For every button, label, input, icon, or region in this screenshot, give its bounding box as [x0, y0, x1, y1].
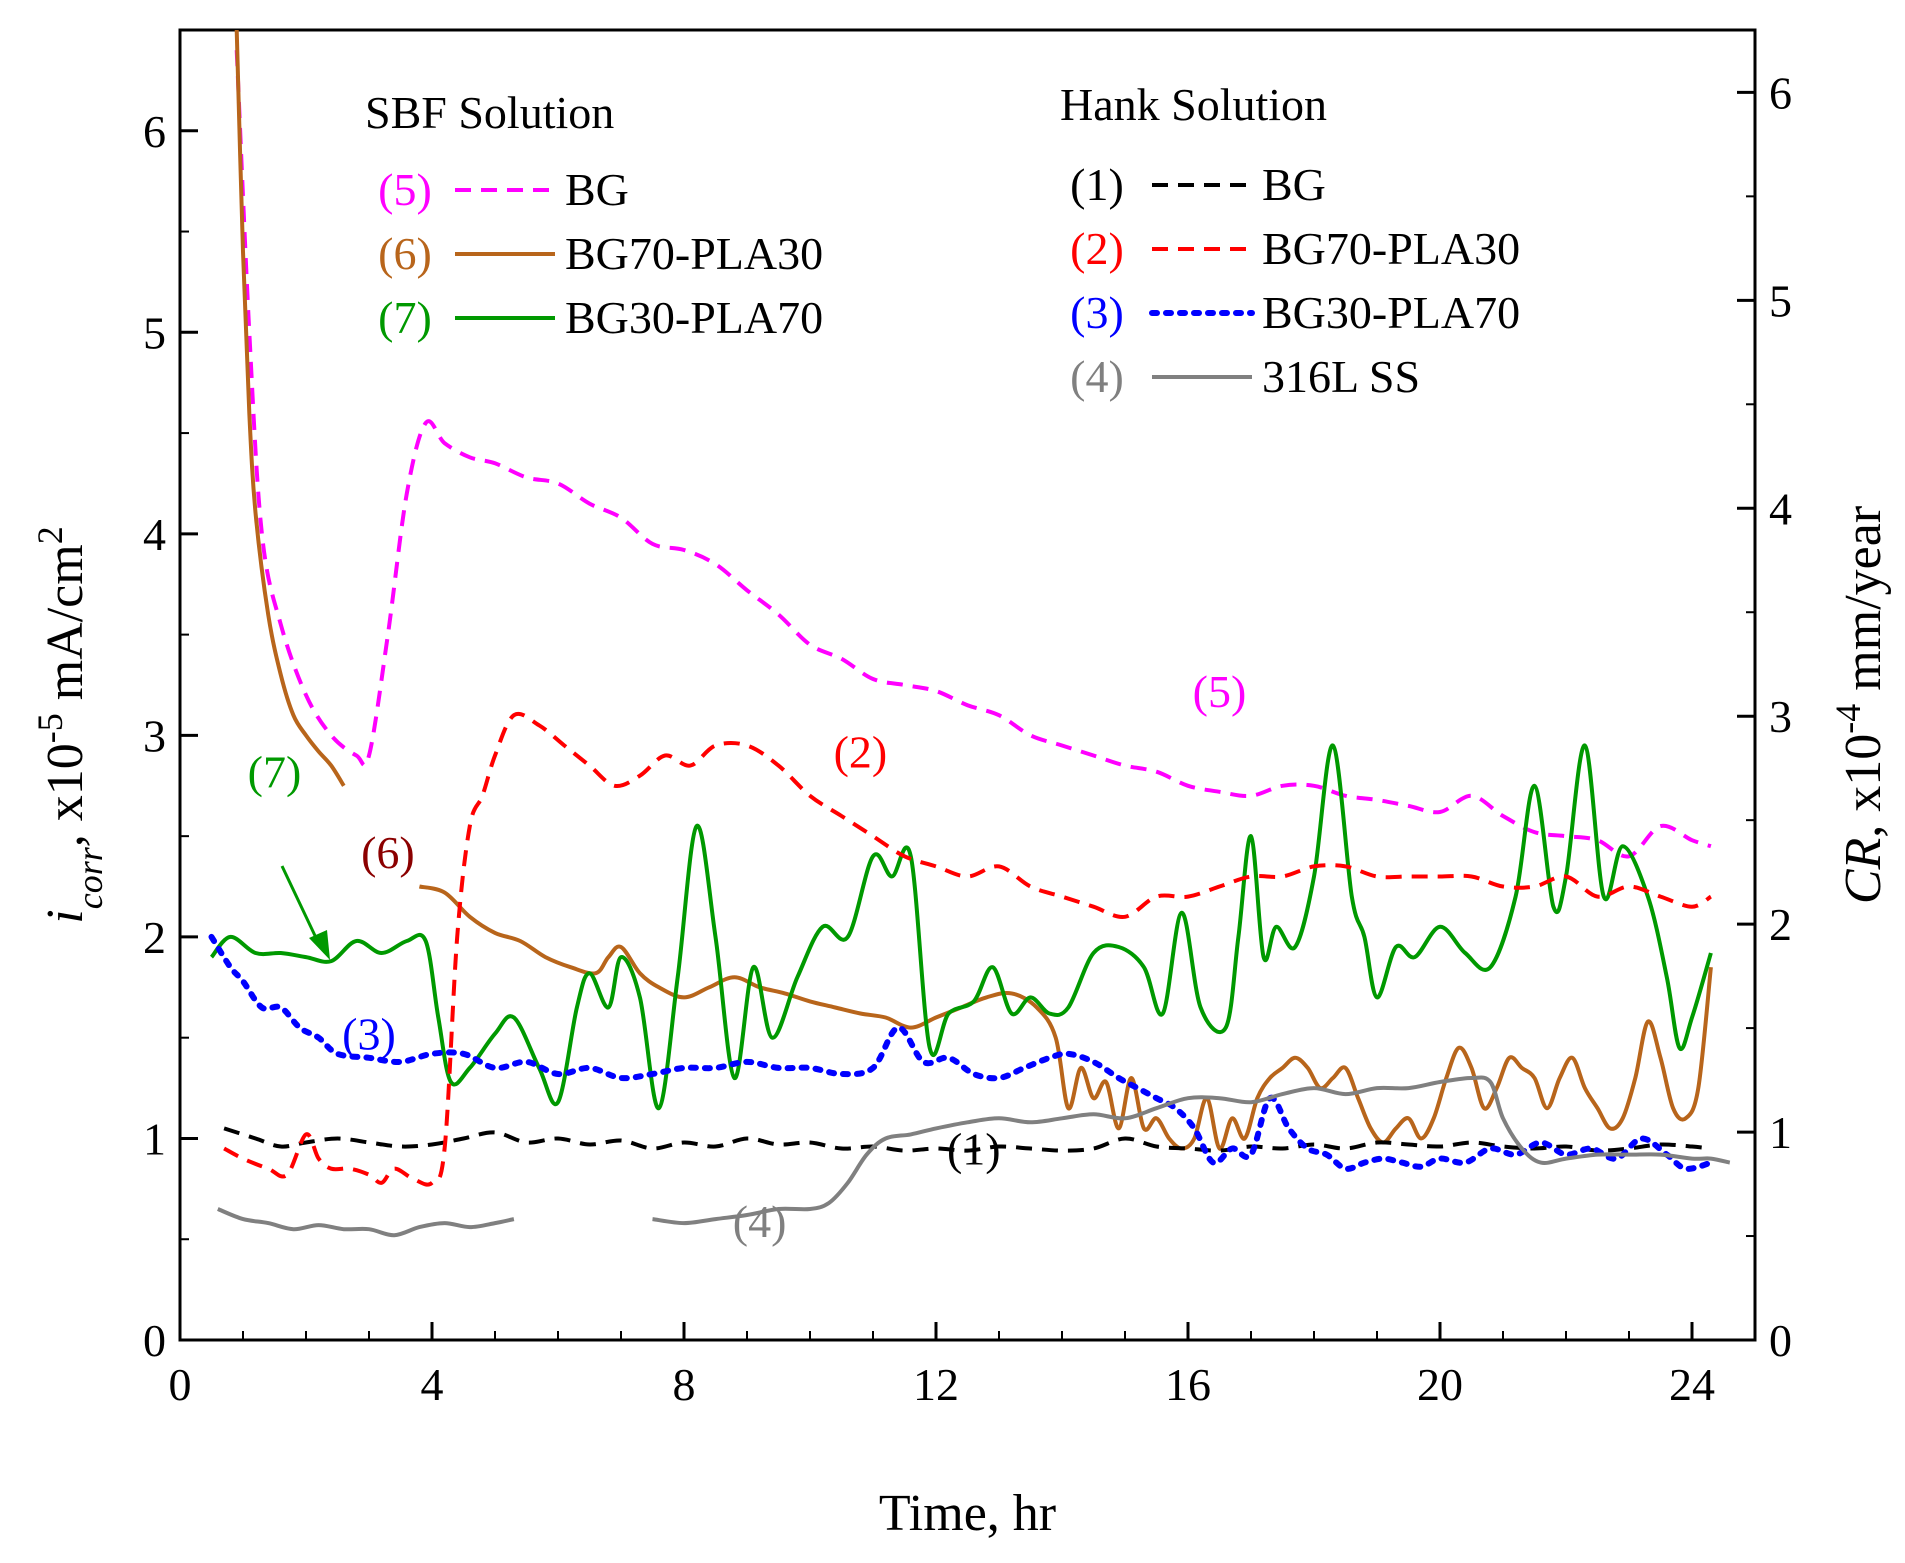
series-line-6a: [234, 29, 346, 787]
curve-label-5: (5): [1193, 666, 1247, 717]
y2-axis-title-part: -4: [1828, 704, 1868, 734]
y-tick-label: 5: [143, 307, 166, 358]
plot-frame: [178, 28, 1757, 1342]
legend-label-4: 316L SS: [1262, 351, 1420, 402]
y-axis-title: icorr, x10-5 mA/cm2: [30, 526, 110, 923]
curve-label-7-arrow: [280, 865, 320, 943]
y2-axis-title-part: CR: [1835, 838, 1892, 904]
series-line-6b: [418, 884, 1713, 1151]
curve-label-6: (6): [361, 827, 415, 878]
series-line-1: [223, 1126, 1712, 1153]
legend-marker-1: (1): [1070, 159, 1124, 210]
curve-label-4: (4): [733, 1196, 787, 1247]
y-tick-label: 3: [143, 710, 166, 761]
series-line-3: [208, 933, 1714, 1172]
legend-label-2: BG70-PLA30: [1262, 223, 1520, 274]
x-tick-label: 12: [913, 1359, 959, 1410]
x-tick-label: 24: [1669, 1359, 1715, 1410]
series-layer: [208, 29, 1731, 1238]
legend-marker-5: (5): [378, 164, 432, 215]
legend-title-0: SBF Solution: [365, 87, 614, 138]
y2-axis-title: CR, x10-4 mm/year: [1828, 506, 1892, 904]
curve-label-2: (2): [834, 726, 888, 777]
x-tick-label: 4: [421, 1359, 444, 1410]
x-tick-label: 16: [1165, 1359, 1211, 1410]
y2-tick-label: 5: [1769, 275, 1792, 326]
y2-tick-label: 3: [1769, 691, 1792, 742]
y2-tick-label: 2: [1769, 899, 1792, 950]
y-tick-label: 0: [143, 1315, 166, 1366]
series-line-4a: [217, 1207, 515, 1238]
legend-label-5: BG: [565, 164, 629, 215]
y-axis-title-part: mA/cm: [37, 544, 94, 713]
legend-label-1: BG: [1262, 159, 1326, 210]
y-axis-title-part: corr: [70, 846, 110, 909]
legend-label-3: BG30-PLA70: [1262, 287, 1520, 338]
legend-label-6: BG70-PLA30: [565, 228, 823, 279]
y-tick-label: 4: [143, 509, 166, 560]
curve-label-3: (3): [342, 1009, 396, 1060]
y-axis-title-part: ,: [37, 821, 94, 847]
x-tick-label: 0: [169, 1359, 192, 1410]
y-tick-label: 2: [143, 912, 166, 963]
plot-border: [178, 28, 1757, 1342]
legend-label-7: BG30-PLA70: [565, 292, 823, 343]
x-tick-label: 20: [1417, 1359, 1463, 1410]
y-axis-title-part: -5: [30, 713, 70, 743]
legend-marker-7: (7): [378, 292, 432, 343]
x-tick-label: 8: [673, 1359, 696, 1410]
legend-marker-6: (6): [378, 228, 432, 279]
y2-tick-label: 4: [1769, 483, 1792, 534]
y-tick-label: 6: [143, 106, 166, 157]
y2-axis-title-part: mm/year: [1835, 506, 1892, 704]
y2-tick-label: 1: [1769, 1107, 1792, 1158]
y-axis-title-part: 2: [30, 526, 70, 544]
curve-label-7-arrowhead: [309, 930, 330, 960]
y-axis-title-part: x10: [37, 743, 94, 821]
curve-label-1: (1): [947, 1123, 1001, 1174]
y-tick-label: 1: [143, 1113, 166, 1164]
series-line-4b: [652, 1075, 1731, 1226]
y2-tick-label: 6: [1769, 67, 1792, 118]
x-axis-title: Time, hr: [879, 1485, 1056, 1542]
legend-marker-3: (3): [1070, 287, 1124, 338]
curve-labels: (5) (2) (7) (6) (3) (1) (4): [248, 666, 1247, 1247]
series-line-7: [209, 743, 1713, 1111]
series-line-2: [223, 711, 1713, 1187]
curve-label-7: (7): [248, 747, 302, 798]
legend-title-1: Hank Solution: [1060, 79, 1327, 130]
y-axis-title-part: i: [37, 909, 94, 923]
legend-marker-2: (2): [1070, 223, 1124, 274]
series-line-5: [234, 50, 1712, 859]
y2-axis-title-part: , x10: [1835, 734, 1892, 838]
legend: SBF Solution (5) BG (6) BG70-PLA30 (7) BG30-PL…: [365, 79, 1520, 402]
y2-tick-label: 0: [1769, 1315, 1792, 1366]
legend-marker-4: (4): [1070, 351, 1124, 402]
